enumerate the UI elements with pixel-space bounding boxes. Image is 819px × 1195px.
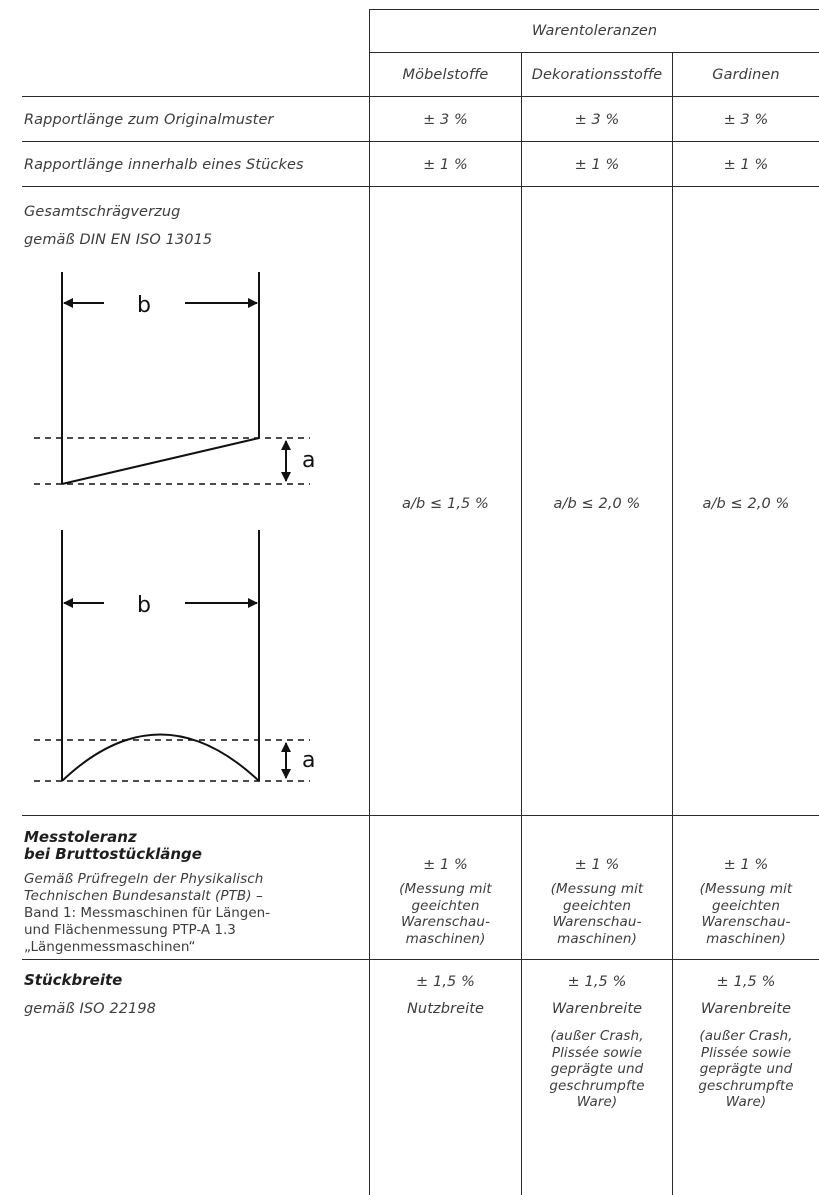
note-line: maschinen) (706, 930, 786, 947)
upper-skew-line (61, 437, 260, 485)
header-col-dekorationsstoffe: Dekorationsstoffe (531, 67, 663, 83)
value-rapport-original-moebel: ± 3 % (423, 112, 468, 128)
exception-line: (außer Crash, (550, 1028, 644, 1044)
value-messtoleranz-deko: ± 1 % (574, 857, 620, 873)
value-rapport-stueck-moebel: ± 1 % (423, 157, 468, 173)
note-line: Warenschau- (552, 914, 642, 930)
col-line-right (672, 52, 673, 1195)
exception-line: geschrumpfte (698, 1077, 794, 1094)
exception-line: Ware) (725, 1094, 767, 1110)
row-line-3 (22, 815, 819, 816)
value-stueckbreite-moebel: ± 1,5 % (416, 974, 475, 990)
exception-line: (außer Crash, (699, 1028, 793, 1044)
col-line-mid (521, 52, 522, 1195)
row-title-messtoleranz: Messtoleranz (24, 828, 137, 846)
header-divider (369, 52, 819, 53)
value-stueckbreite-deko: ± 1,5 % (567, 974, 627, 990)
note-messtoleranz-gardinen: (Messung mit geeichten Warenschau- masch… (673, 881, 819, 947)
exception-stueckbreite-gardinen: (außer Crash, Plissée sowie geprägte und… (673, 1028, 819, 1111)
value-rapport-original-gardinen: ± 3 % (723, 112, 769, 128)
exception-line: Plissée sowie (551, 1044, 643, 1061)
messtoleranz-desc-5: „Längenmessmaschinen“ (24, 939, 196, 955)
messtoleranz-desc-1: Gemäß Prüfregeln der Physikalisch (24, 871, 264, 887)
header-col-moebelstoffe: Möbelstoffe (402, 67, 489, 83)
messtoleranz-desc-3: Band 1: Messmaschinen für Längen- (24, 905, 271, 921)
value-schraegverzug-gardinen: a/b ≤ 2,0 % (702, 496, 790, 512)
skew-diagram: b a b a (34, 272, 315, 782)
note-line: (Messung mit (399, 881, 492, 897)
value-rapport-stueck-gardinen: ± 1 % (723, 157, 769, 173)
lower-b-label: b (137, 593, 151, 618)
type-stueckbreite-deko: Warenbreite (551, 1001, 643, 1017)
row-label-rapport-original: Rapportlänge zum Originalmuster (24, 112, 274, 128)
exception-line: geschrumpfte (549, 1077, 645, 1094)
note-line: (Messung mit (699, 881, 793, 897)
value-rapport-original-deko: ± 3 % (574, 112, 620, 128)
note-line: geeichten (411, 897, 480, 914)
note-messtoleranz-deko: (Messung mit geeichten Warenschau- masch… (522, 881, 672, 947)
value-rapport-stueck-deko: ± 1 % (574, 157, 620, 173)
row-subtitle-stueckbreite: gemäß ISO 22198 (24, 1001, 157, 1017)
header-bottom-line (22, 96, 819, 97)
value-messtoleranz-gardinen: ± 1 % (723, 857, 769, 873)
row-line-4 (22, 959, 819, 960)
note-line: maschinen) (405, 930, 486, 947)
note-line: (Messung mit (550, 881, 644, 897)
type-stueckbreite-moebel: Nutzbreite (406, 1001, 485, 1017)
messtoleranz-desc-2: Technischen Bundesanstalt (PTB) – (24, 888, 263, 904)
exception-line: geprägte und (550, 1061, 644, 1077)
messtoleranz-desc-4: und Flächenmessung PTP-A 1.3 (24, 922, 236, 938)
exception-line: geprägte und (699, 1061, 793, 1077)
value-stueckbreite-gardinen: ± 1,5 % (716, 974, 776, 990)
note-line: geeichten (712, 897, 780, 914)
value-schraegverzug-deko: a/b ≤ 2,0 % (553, 496, 641, 512)
exception-line: Plissée sowie (700, 1044, 792, 1061)
row-title-messtoleranz-2: bei Bruttostücklänge (24, 845, 202, 863)
value-messtoleranz-moebel: ± 1 % (423, 857, 468, 873)
header-group-title: Warentoleranzen (531, 23, 658, 39)
lower-bow-curve (61, 733, 260, 782)
note-line: Warenschau- (400, 914, 491, 930)
note-line: maschinen) (557, 930, 637, 947)
col-line-left (369, 9, 370, 1195)
value-schraegverzug-moebel: a/b ≤ 1,5 % (402, 496, 489, 512)
note-line: Warenschau- (701, 914, 791, 930)
row-sublabel-schraegverzug: gemäß DIN EN ISO 13015 (24, 232, 213, 248)
upper-a-label: a (302, 448, 315, 473)
header-col-gardinen: Gardinen (712, 67, 780, 83)
exception-stueckbreite-deko: (außer Crash, Plissée sowie geprägte und… (522, 1028, 672, 1111)
note-messtoleranz-moebel: (Messung mit geeichten Warenschau- masch… (370, 881, 521, 947)
row-label-schraegverzug: Gesamtschrägverzug (24, 204, 181, 220)
row-label-rapport-stueck: Rapportlänge innerhalb eines Stückes (24, 157, 304, 173)
lower-a-label: a (302, 748, 315, 773)
note-line: geeichten (563, 897, 631, 914)
row-line-2 (22, 186, 819, 187)
exception-line: Ware) (576, 1094, 618, 1110)
row-title-stueckbreite: Stückbreite (24, 971, 123, 989)
row-line-1 (22, 141, 819, 142)
type-stueckbreite-gardinen: Warenbreite (700, 1001, 792, 1017)
top-border (369, 9, 819, 10)
upper-b-label: b (137, 293, 151, 318)
